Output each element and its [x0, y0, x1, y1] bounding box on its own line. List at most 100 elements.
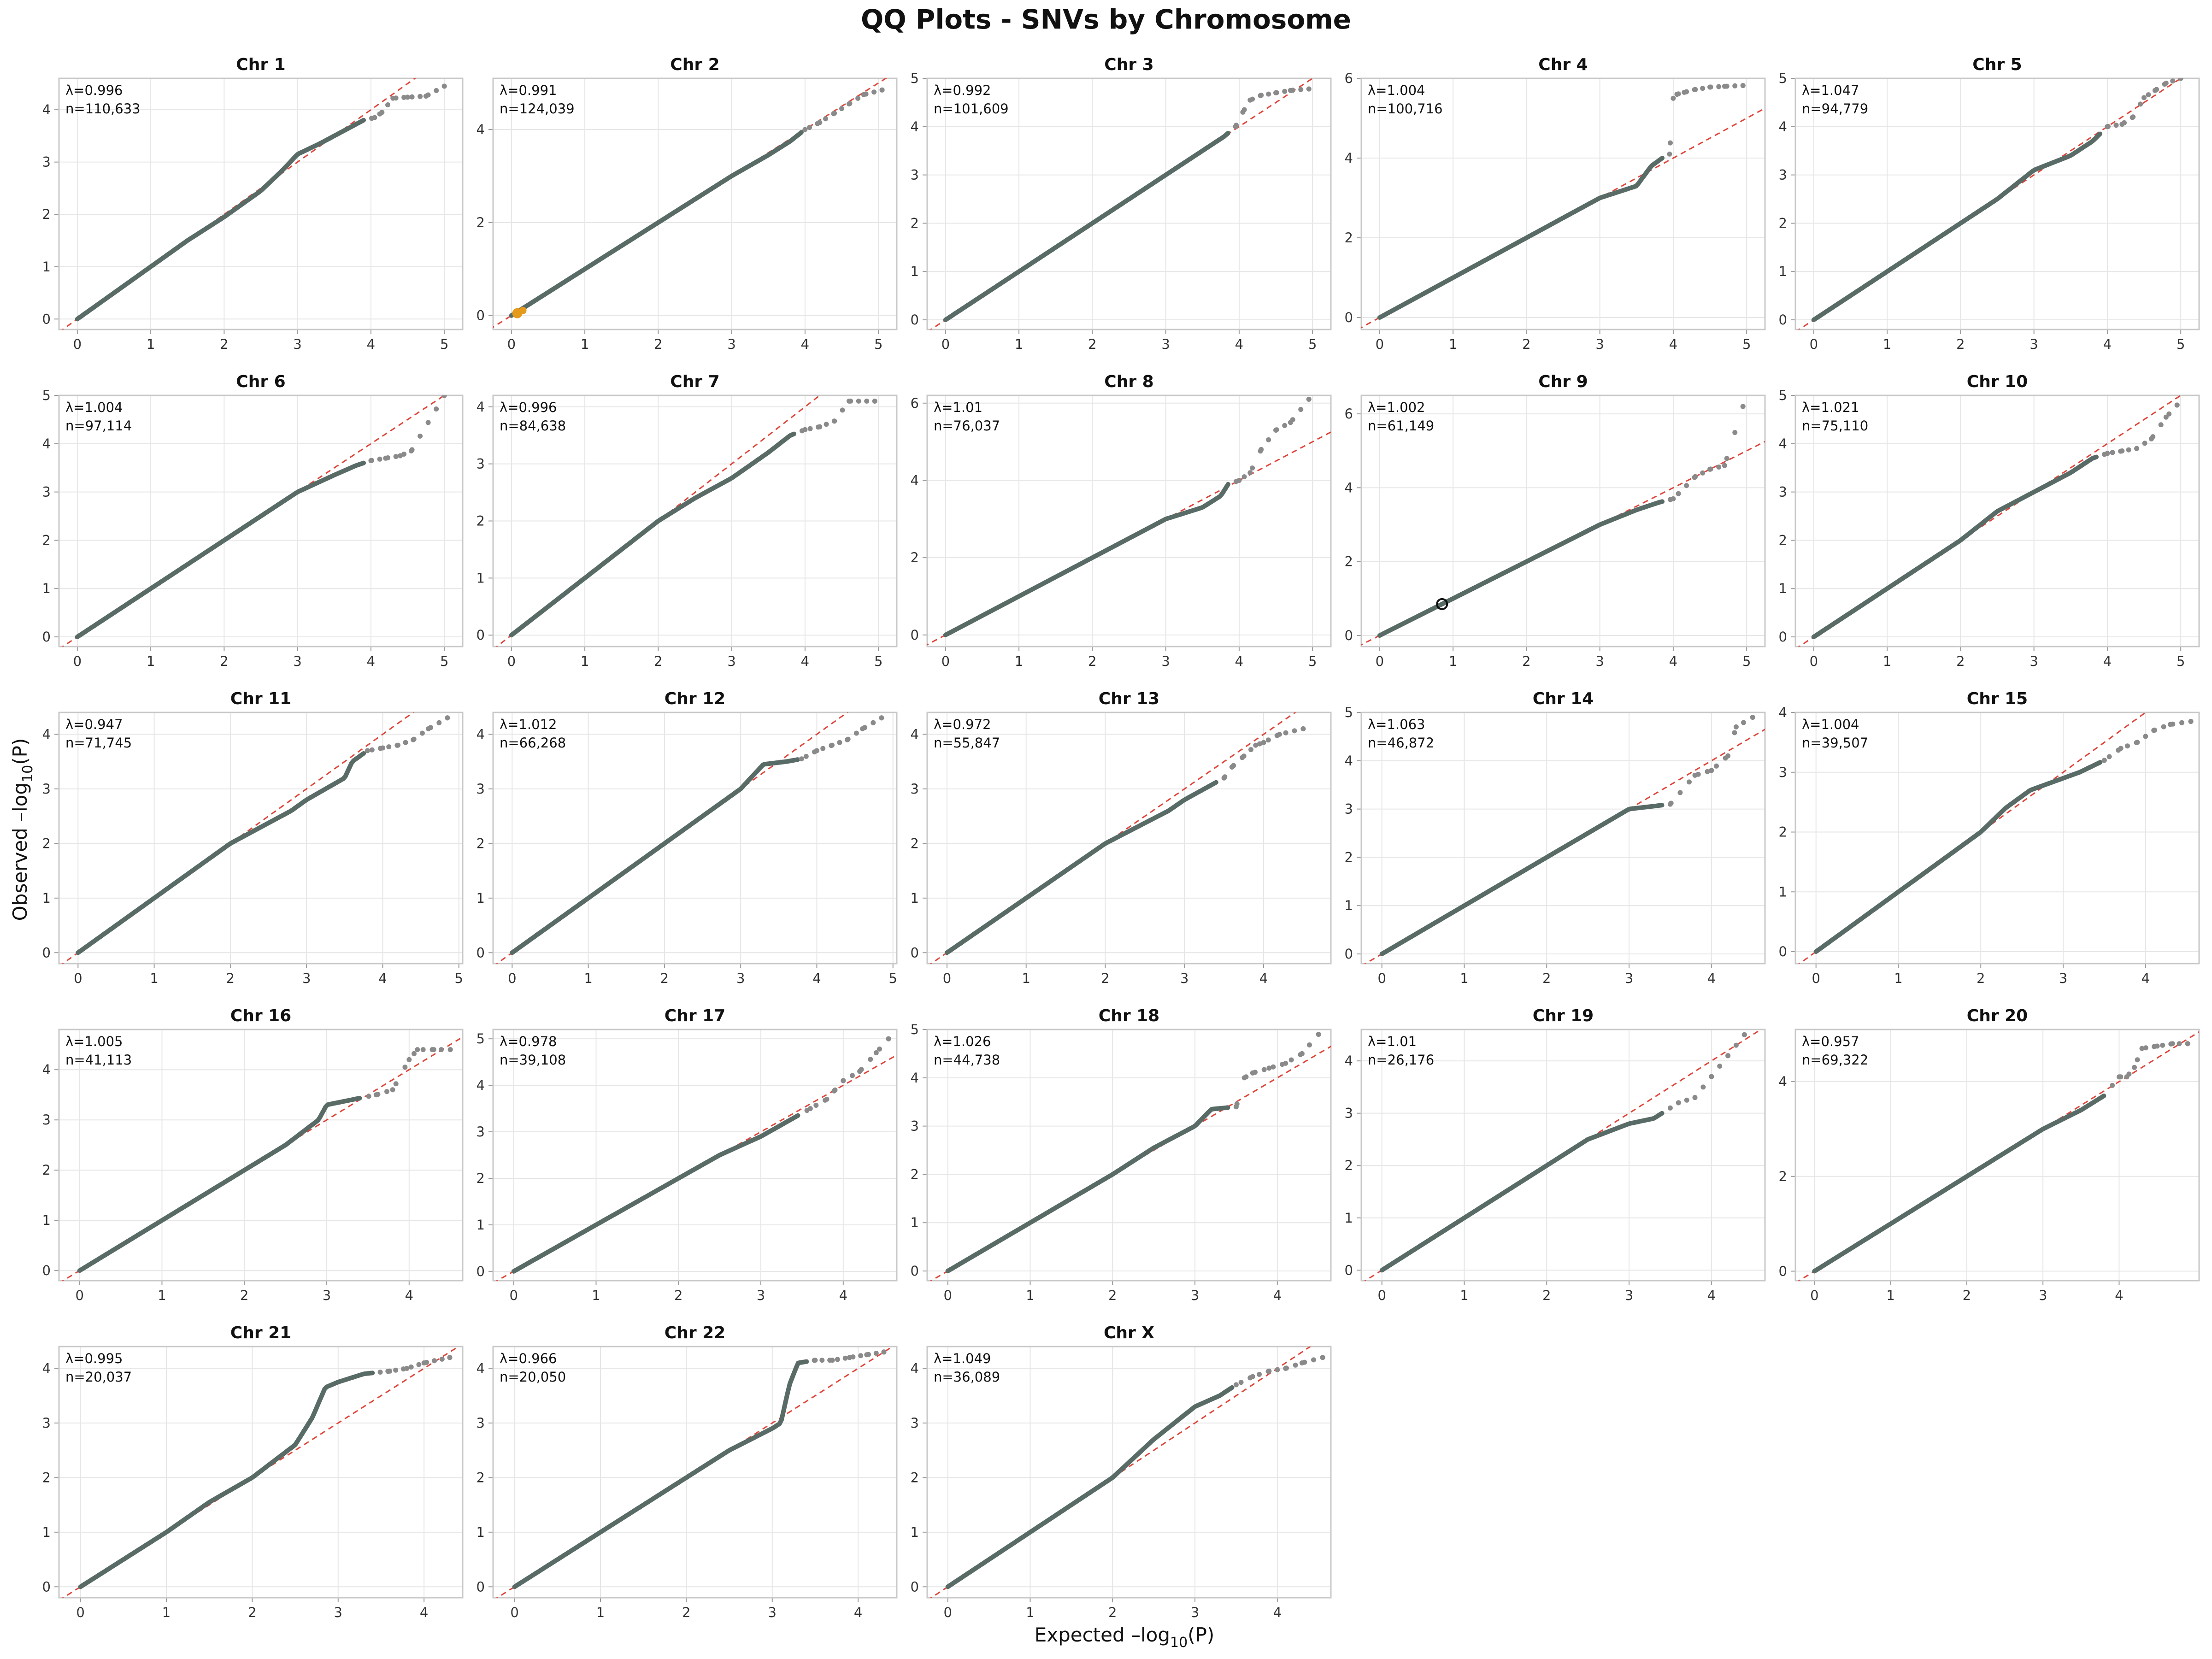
qq-point: [2119, 448, 2125, 453]
qq-point: [418, 433, 423, 439]
x-tick-label: 2: [1542, 971, 1551, 986]
x-tick-label: 2: [1522, 336, 1530, 352]
qq-point: [439, 1047, 444, 1053]
x-tick-label: 4: [2115, 1288, 2123, 1303]
x-tick-label: 3: [323, 1288, 331, 1303]
qq-point: [1293, 1362, 1298, 1368]
qq-point: [1684, 1097, 1689, 1103]
x-tick-label: 2: [1977, 971, 1985, 986]
lambda-annotation: λ=0.996: [65, 82, 123, 98]
qq-point: [1316, 1032, 1321, 1037]
qq-point: [1275, 1367, 1280, 1372]
panel-plot-area: [1798, 78, 2183, 329]
x-tick-label: 2: [1108, 1288, 1117, 1303]
panel-frame: [1360, 712, 1766, 965]
qq-point: [1261, 1067, 1267, 1072]
y-tick-label: 2: [42, 206, 51, 222]
panel-title: Chr 22: [665, 1324, 725, 1342]
qq-point: [386, 744, 392, 750]
qq-point: [847, 1355, 852, 1360]
qq-panel: Chr 4 0 1 2 3 4 5 0 2 4 6 λ=1.004 n=100,716: [1345, 55, 1766, 352]
qq-point-band: [1812, 1094, 2106, 1274]
qq-point: [377, 1370, 383, 1375]
panel-title: Chr 14: [1533, 689, 1594, 708]
qq-point: [877, 1046, 882, 1052]
qq-point: [377, 456, 382, 462]
qq-point: [1725, 1053, 1731, 1059]
qq-point: [1247, 97, 1253, 103]
y-tick-label: 4: [477, 726, 485, 742]
qq-point: [817, 424, 823, 429]
qq-panel: Chr 10 0 1 2 3 4 5 0 1 2 3 4 5 λ=1.021 n=75,110: [1779, 372, 2200, 669]
panel-title: Chr 11: [230, 689, 291, 708]
y-tick-label: 5: [911, 1022, 919, 1037]
panel-frame: [1360, 394, 1766, 647]
y-tick-label: 4: [477, 122, 485, 137]
qq-point: [832, 111, 837, 116]
x-tick-label: 2: [674, 1288, 682, 1303]
y-tick-label: 2: [1779, 824, 1787, 840]
x-tick-label: 5: [874, 336, 882, 352]
qq-point: [824, 422, 829, 427]
qq-point: [824, 1096, 830, 1102]
qq-point: [1233, 1104, 1239, 1110]
panel-title: Chr 9: [1538, 372, 1588, 391]
qq-point: [1253, 742, 1259, 748]
qq-point: [384, 1089, 389, 1094]
qq-point: [1250, 1070, 1255, 1076]
x-tick-label: 4: [1669, 653, 1677, 669]
qq-panel: Chr 1 0 1 2 3 4 5 0 1 2 3 4 λ=0.996 n=110,633: [42, 55, 464, 352]
y-tick-label: 1: [42, 259, 51, 275]
qq-point: [886, 1036, 891, 1041]
qq-point: [402, 1065, 408, 1070]
y-tick-label: 5: [42, 388, 51, 403]
x-tick-label: 0: [1377, 1288, 1386, 1303]
qq-point: [2161, 724, 2166, 729]
qq-point: [2130, 114, 2136, 120]
lambda-annotation: λ=0.992: [934, 82, 991, 98]
panel-plot-area: [1364, 715, 1765, 964]
qq-point: [372, 115, 377, 120]
qq-point: [1233, 1382, 1239, 1388]
y-tick-label: 3: [911, 1415, 919, 1431]
qq-point: [1667, 801, 1673, 807]
panel-plot-area: [1798, 1031, 2199, 1281]
lambda-annotation: λ=0.978: [500, 1034, 557, 1049]
n-annotation: n=69,322: [1802, 1052, 1868, 1068]
qq-panel: Chr 12 0 1 2 3 4 5 0 1 2 3 4 λ=1.012 n=66,268: [477, 689, 898, 986]
y-tick-label: 1: [911, 890, 919, 906]
qq-point: [415, 1047, 420, 1053]
lambda-annotation: λ=1.01: [1368, 1034, 1417, 1049]
qq-point: [1266, 91, 1271, 97]
qq-point: [830, 1358, 835, 1363]
qq-panel: Chr 22 0 1 2 3 4 0 1 2 3 4 λ=0.966 n=20,050: [477, 1324, 898, 1620]
x-tick-label: 3: [302, 971, 311, 986]
qq-point: [823, 116, 828, 122]
qq-point: [434, 88, 439, 93]
x-tick-label: 3: [1191, 1288, 1199, 1303]
qq-panel: Chr 21 0 1 2 3 4 0 1 2 3 4 λ=0.995 n=20,037: [42, 1324, 464, 1620]
qq-point: [1732, 730, 1737, 735]
x-tick-label: 5: [1308, 653, 1317, 669]
n-annotation: n=101,609: [934, 101, 1009, 117]
panel-frame: [926, 1029, 1332, 1282]
y-tick-label: 3: [911, 781, 919, 797]
x-tick-label: 5: [1742, 336, 1751, 352]
qq-point: [2119, 122, 2125, 127]
y-tick-label: 4: [1345, 480, 1353, 495]
qq-point: [1725, 753, 1731, 759]
y-tick-label: 2: [477, 835, 485, 851]
x-tick-label: 0: [1377, 971, 1386, 986]
qq-point: [1241, 753, 1247, 759]
y-tick-label: 0: [911, 627, 919, 643]
qq-point: [2154, 1043, 2160, 1049]
x-axis-label: Expected –log10(P): [1035, 1624, 1215, 1651]
qq-point: [820, 746, 826, 751]
qq-point: [857, 1069, 863, 1074]
qq-point: [1257, 741, 1262, 747]
qq-point: [1283, 1060, 1288, 1066]
panel-title: Chr 21: [230, 1324, 291, 1342]
qq-point: [1700, 470, 1706, 476]
panel-title: Chr 6: [236, 372, 285, 391]
